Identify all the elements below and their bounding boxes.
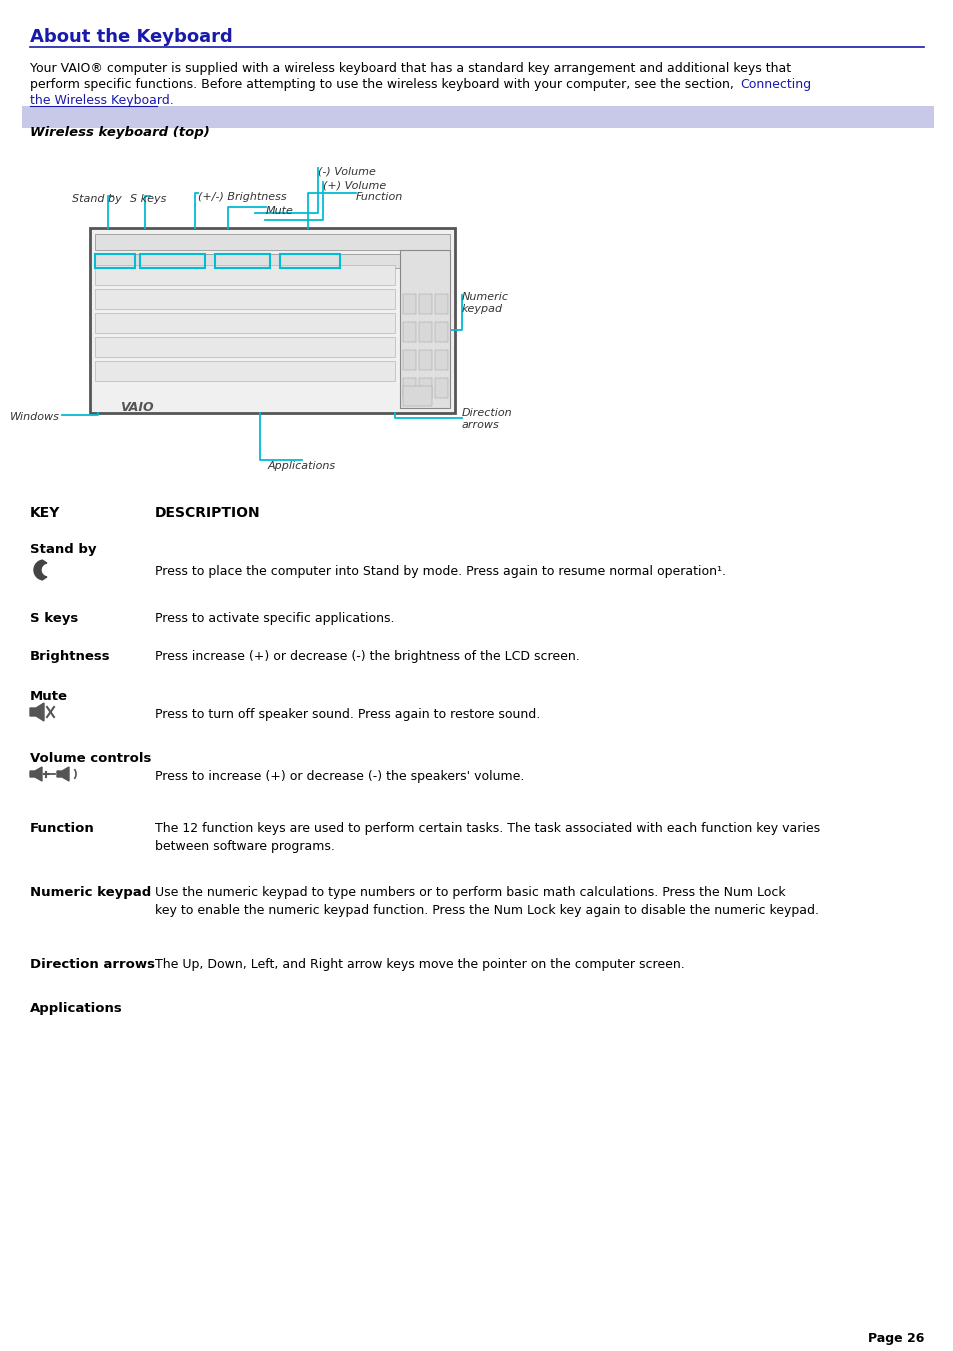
Text: KEY: KEY <box>30 507 60 520</box>
Bar <box>418 350 432 370</box>
Bar <box>435 295 448 313</box>
Text: Stand by: Stand by <box>71 195 122 204</box>
Bar <box>435 350 448 370</box>
Text: VAIO: VAIO <box>120 401 153 413</box>
Bar <box>402 295 416 313</box>
Text: Windows: Windows <box>10 412 60 422</box>
Text: (+) Volume: (+) Volume <box>323 181 386 190</box>
Text: The 12 function keys are used to perform certain tasks. The task associated with: The 12 function keys are used to perform… <box>154 821 820 852</box>
Bar <box>95 289 395 309</box>
Text: S keys: S keys <box>130 195 166 204</box>
Bar <box>95 361 395 381</box>
Text: Volume controls: Volume controls <box>30 753 152 765</box>
Text: (+/-) Brightness: (+/-) Brightness <box>198 192 286 203</box>
Polygon shape <box>30 767 42 781</box>
Bar <box>140 254 205 267</box>
Text: Your VAIO® computer is supplied with a wireless keyboard that has a standard key: Your VAIO® computer is supplied with a w… <box>30 62 790 76</box>
Text: Applications: Applications <box>30 1002 123 1015</box>
Text: Function: Function <box>355 192 403 203</box>
Bar <box>214 254 270 267</box>
Text: Press to increase (+) or decrease (-) the speakers' volume.: Press to increase (+) or decrease (-) th… <box>154 770 524 784</box>
Text: The Up, Down, Left, and Right arrow keys move the pointer on the computer screen: The Up, Down, Left, and Right arrow keys… <box>154 958 684 971</box>
Text: Mute: Mute <box>30 690 68 703</box>
Text: About the Keyboard: About the Keyboard <box>30 28 233 46</box>
Bar <box>399 250 450 408</box>
Text: perform specific functions. Before attempting to use the wireless keyboard with : perform specific functions. Before attem… <box>30 78 737 91</box>
Text: Wireless keyboard (top): Wireless keyboard (top) <box>30 126 210 139</box>
Bar <box>418 295 432 313</box>
Polygon shape <box>30 703 44 721</box>
Polygon shape <box>57 767 69 781</box>
Text: Press to turn off speaker sound. Press again to restore sound.: Press to turn off speaker sound. Press a… <box>154 708 539 721</box>
Text: DESCRIPTION: DESCRIPTION <box>154 507 260 520</box>
Text: Page 26: Page 26 <box>866 1332 923 1346</box>
Bar <box>280 254 339 267</box>
Bar <box>95 265 395 285</box>
Bar <box>22 105 933 128</box>
Text: the Wireless Keyboard.: the Wireless Keyboard. <box>30 95 173 107</box>
Text: Mute: Mute <box>266 205 294 216</box>
Bar <box>95 254 135 267</box>
Text: Connecting: Connecting <box>740 78 810 91</box>
Bar <box>402 378 416 399</box>
Text: Brightness: Brightness <box>30 650 111 663</box>
Text: Press to activate specific applications.: Press to activate specific applications. <box>154 612 395 626</box>
Text: S keys: S keys <box>30 612 78 626</box>
Bar <box>95 234 450 250</box>
Text: Press increase (+) or decrease (-) the brightness of the LCD screen.: Press increase (+) or decrease (-) the b… <box>154 650 579 663</box>
Text: Numeric keypad: Numeric keypad <box>30 886 152 898</box>
Bar <box>95 254 399 267</box>
Text: Direction arrows: Direction arrows <box>30 958 154 971</box>
Text: Press to place the computer into Stand by mode. Press again to resume normal ope: Press to place the computer into Stand b… <box>154 565 725 578</box>
Bar <box>95 336 395 357</box>
Bar <box>402 350 416 370</box>
Polygon shape <box>34 561 47 580</box>
Bar <box>418 322 432 342</box>
Bar <box>90 228 455 413</box>
Bar <box>95 313 395 332</box>
Bar <box>435 378 448 399</box>
Text: Function: Function <box>30 821 94 835</box>
Bar <box>402 386 432 407</box>
Bar <box>418 378 432 399</box>
Text: Numeric
keypad: Numeric keypad <box>461 292 509 313</box>
Bar <box>402 322 416 342</box>
Text: Stand by: Stand by <box>30 543 96 557</box>
Text: Direction
arrows: Direction arrows <box>461 408 512 430</box>
Bar <box>435 322 448 342</box>
Text: Use the numeric keypad to type numbers or to perform basic math calculations. Pr: Use the numeric keypad to type numbers o… <box>154 886 818 917</box>
Text: (-) Volume: (-) Volume <box>317 168 375 177</box>
Text: Applications: Applications <box>268 461 335 471</box>
